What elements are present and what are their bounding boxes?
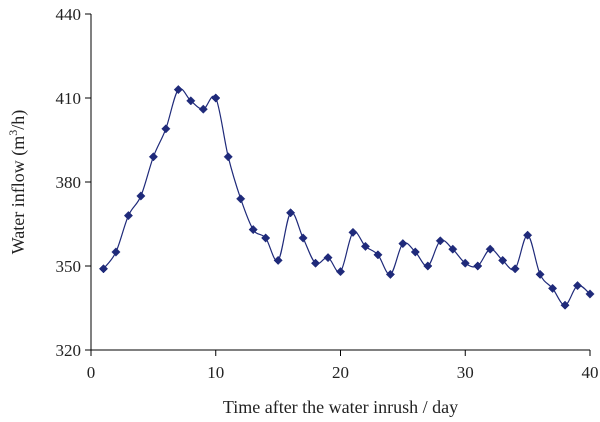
data-point xyxy=(398,239,408,249)
y-tick-label: 350 xyxy=(56,257,82,276)
data-point xyxy=(223,152,233,162)
series-line xyxy=(102,88,591,306)
data-point xyxy=(161,124,171,134)
axes xyxy=(90,14,590,351)
data-point xyxy=(572,281,583,291)
data-point xyxy=(136,191,146,201)
y-tick-label: 440 xyxy=(56,5,82,24)
data-point xyxy=(310,258,321,268)
y-tick-label: 320 xyxy=(56,341,82,360)
data-point xyxy=(460,258,470,268)
data-point xyxy=(410,247,420,257)
x-tick-label: 30 xyxy=(457,363,474,382)
data-point xyxy=(286,208,296,218)
x-tick-label: 40 xyxy=(582,363,599,382)
data-point xyxy=(510,264,520,274)
data-point xyxy=(198,104,208,114)
x-axis-title: Time after the water inrush / day xyxy=(223,397,458,417)
data-point xyxy=(323,253,333,263)
data-point xyxy=(448,244,458,254)
data-point xyxy=(423,261,433,271)
data-point xyxy=(560,300,570,310)
data-point xyxy=(498,255,508,265)
x-tick-label: 0 xyxy=(87,363,96,382)
data-point xyxy=(236,194,246,204)
data-point xyxy=(248,225,258,235)
data-point xyxy=(173,85,183,95)
data-point xyxy=(348,227,358,237)
data-point xyxy=(98,264,109,274)
data-point xyxy=(186,96,196,106)
data-point xyxy=(360,241,371,251)
series xyxy=(98,85,595,310)
x-tick-label: 20 xyxy=(332,363,349,382)
ticks: 320 350 380 410 440 0 10 20 30 40 xyxy=(56,5,599,382)
data-point xyxy=(585,289,595,299)
data-point xyxy=(523,230,533,240)
data-point xyxy=(385,269,395,279)
data-point xyxy=(273,255,283,265)
y-tick-label: 410 xyxy=(56,89,82,108)
x-tick-label: 10 xyxy=(207,363,224,382)
data-point xyxy=(548,283,558,293)
data-point xyxy=(373,250,383,260)
y-axis-title: Water inflow (m3/h) xyxy=(6,110,29,255)
y-tick-label: 380 xyxy=(56,173,82,192)
data-point xyxy=(473,261,483,271)
data-point xyxy=(111,247,121,257)
data-point xyxy=(535,269,545,279)
data-point xyxy=(435,236,445,246)
data-point xyxy=(335,267,346,277)
data-point xyxy=(485,244,495,254)
data-point xyxy=(148,152,158,162)
data-point xyxy=(123,211,133,221)
data-point xyxy=(298,233,308,243)
data-point xyxy=(211,93,221,103)
data-point xyxy=(261,233,271,243)
